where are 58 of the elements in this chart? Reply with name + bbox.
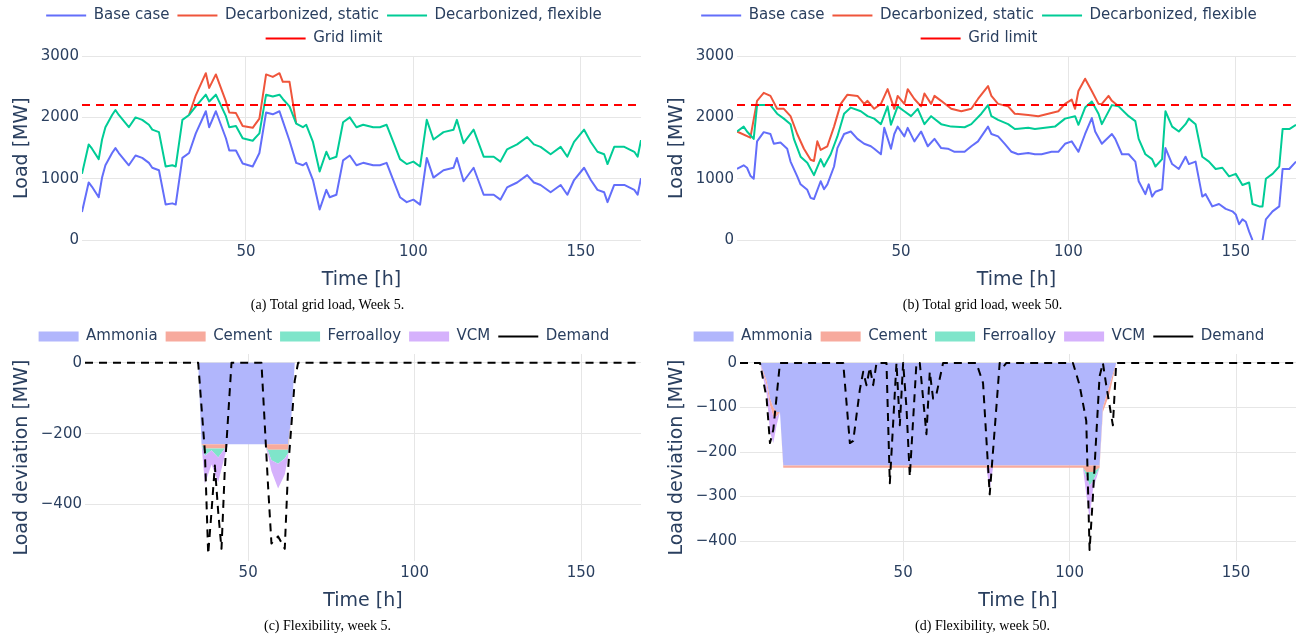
y-tick-label: 2000: [40, 107, 79, 126]
y-tick-label: −200: [695, 441, 737, 460]
y-tick-label: −200: [40, 423, 82, 442]
y-tick-label: −100: [695, 397, 737, 416]
legend-label: Decarbonized, flexible: [1089, 5, 1257, 24]
legend-label: Cement: [867, 326, 927, 345]
x-tick-label: 100: [1053, 242, 1083, 261]
legend-label: VCM: [1111, 326, 1145, 345]
x-axis-title: Time [h]: [320, 266, 401, 289]
y-tick-label: −400: [40, 494, 82, 513]
y-axis-title: Load deviation [MW]: [663, 359, 686, 556]
x-tick-label: 150: [1221, 563, 1250, 582]
legend-label: Base case: [93, 5, 169, 24]
x-tick-label: 150: [566, 563, 595, 582]
x-axis-title: Time [h]: [976, 587, 1058, 610]
legend-label: Grid limit: [967, 28, 1037, 47]
x-tick-label: 50: [238, 563, 258, 582]
y-tick-label: 2000: [695, 107, 734, 126]
legend-label: Decarbonized, flexible: [434, 5, 602, 24]
y-tick-label: 3000: [40, 45, 79, 64]
y-tick-label: 0: [68, 230, 79, 249]
legend-label: Grid limit: [312, 28, 382, 47]
x-tick-label: 100: [398, 242, 428, 261]
y-tick-label: 1000: [695, 168, 734, 187]
x-tick-label: 50: [235, 242, 256, 261]
y-tick-label: 0: [723, 230, 734, 249]
y-tick-label: 0: [726, 352, 737, 371]
text: (a) Total grid load, Week 5.: [250, 297, 405, 313]
y-tick-label: 1000: [40, 168, 79, 187]
legend-label: Ammonia: [740, 326, 813, 345]
y-tick-label: 3000: [695, 45, 734, 64]
x-tick-label: 100: [399, 563, 429, 582]
y-tick-label: −400: [695, 531, 737, 550]
y-tick-label: −300: [695, 486, 737, 505]
legend-label: Demand: [1200, 326, 1264, 345]
y-axis-title: Load [MW]: [663, 97, 686, 199]
legend-label: Decarbonized, static: [224, 5, 379, 24]
x-tick-label: 100: [1054, 563, 1084, 582]
text: (c) Flexibility, week 5.: [263, 618, 391, 634]
text: (b) Total grid load, week 50.: [902, 297, 1063, 313]
text: (d) Flexibility, week 50.: [915, 618, 1050, 634]
legend-label: Decarbonized, static: [879, 5, 1034, 24]
legend-label: Ferroalloy: [327, 326, 401, 345]
legend-label: Cement: [212, 326, 272, 345]
y-tick-label: 0: [71, 352, 82, 371]
x-tick-label: 50: [893, 563, 913, 582]
x-tick-label: 50: [890, 242, 911, 261]
y-axis-title: Load deviation [MW]: [8, 359, 31, 556]
y-axis-title: Load [MW]: [8, 97, 31, 199]
x-axis-title: Time [h]: [975, 266, 1056, 289]
legend-label: VCM: [456, 326, 490, 345]
legend-label: Ferroalloy: [982, 326, 1056, 345]
x-axis-title: Time [h]: [321, 587, 403, 610]
x-tick-label: 150: [565, 242, 595, 261]
legend-label: Demand: [545, 326, 609, 345]
legend-label: Ammonia: [85, 326, 158, 345]
legend-label: Base case: [748, 5, 824, 24]
x-tick-label: 150: [1220, 242, 1250, 261]
